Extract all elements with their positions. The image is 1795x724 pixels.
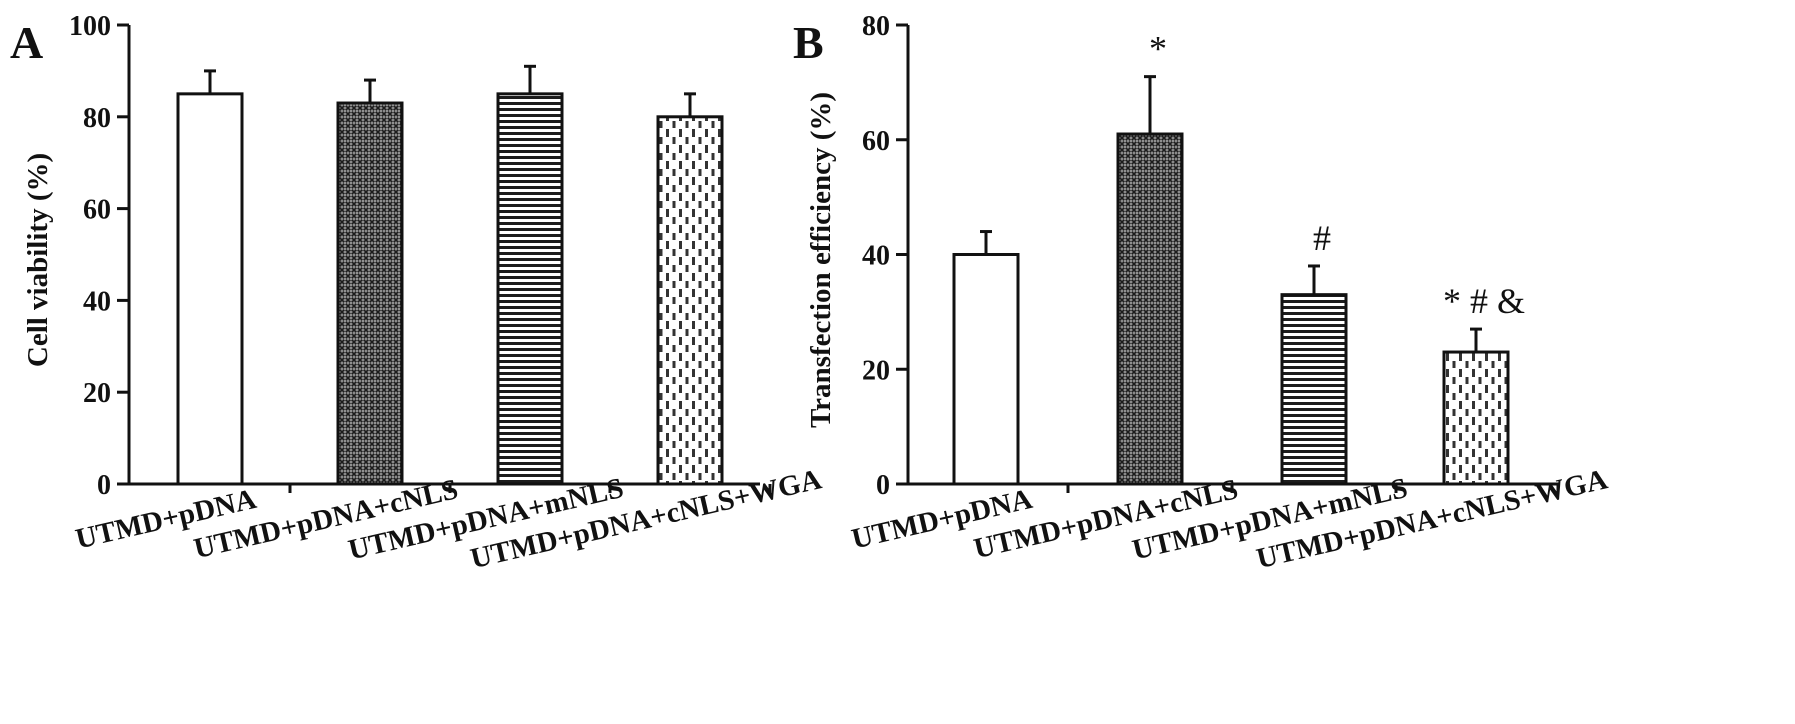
- panel-b-bar: [1116, 132, 1184, 486]
- panel-b-y-tick-label: 60: [862, 126, 890, 157]
- panel-a-letter: A: [10, 17, 43, 68]
- panel-a-y-axis-label: Cell viability (%): [22, 153, 54, 367]
- panel-b-bar: [952, 253, 1020, 486]
- panel-b-y-tick-label: 40: [862, 241, 890, 272]
- panel-b-y-tick-label: 20: [862, 355, 890, 386]
- panel-a-y-tick-label: 40: [83, 286, 111, 317]
- panel-a: A Cell viability (%) UTMD+pDNAUTMD+pDNA+…: [10, 11, 824, 575]
- panel-b: B Transfection efficiency (%) UTMD+pDNA*…: [793, 11, 1610, 575]
- panel-b-y-tick-label: 80: [862, 11, 890, 42]
- panel-b-significance-label: #: [1313, 218, 1331, 258]
- panel-a-y-tick-label: 80: [83, 103, 111, 134]
- panel-a-y-tick-label: 0: [97, 470, 111, 501]
- panel-a-y-tick-label: 100: [69, 11, 111, 42]
- panel-a-marks: UTMD+pDNAUTMD+pDNA+cNLSUTMD+pDNA+mNLSUTM…: [69, 11, 824, 575]
- panel-b-marks: UTMD+pDNA*UTMD+pDNA+cNLS#UTMD+pDNA+mNLS*…: [849, 11, 1611, 575]
- panel-a-bar: [656, 115, 724, 486]
- panel-a-bar: [496, 92, 564, 486]
- panel-a-y-tick-label: 60: [83, 195, 111, 226]
- panel-a-bar: [176, 92, 244, 486]
- panel-b-significance-label: * # &: [1443, 281, 1525, 321]
- panel-b-y-axis-label: Transfection efficiency (%): [805, 92, 837, 428]
- panel-a-bar: [336, 101, 404, 486]
- panel-a-y-tick-label: 20: [83, 378, 111, 409]
- panel-b-y-tick-label: 0: [876, 470, 890, 501]
- panel-b-significance-label: *: [1149, 29, 1167, 69]
- panel-b-bar: [1442, 350, 1510, 486]
- panel-b-bar: [1280, 293, 1348, 486]
- panel-b-letter: B: [793, 17, 824, 68]
